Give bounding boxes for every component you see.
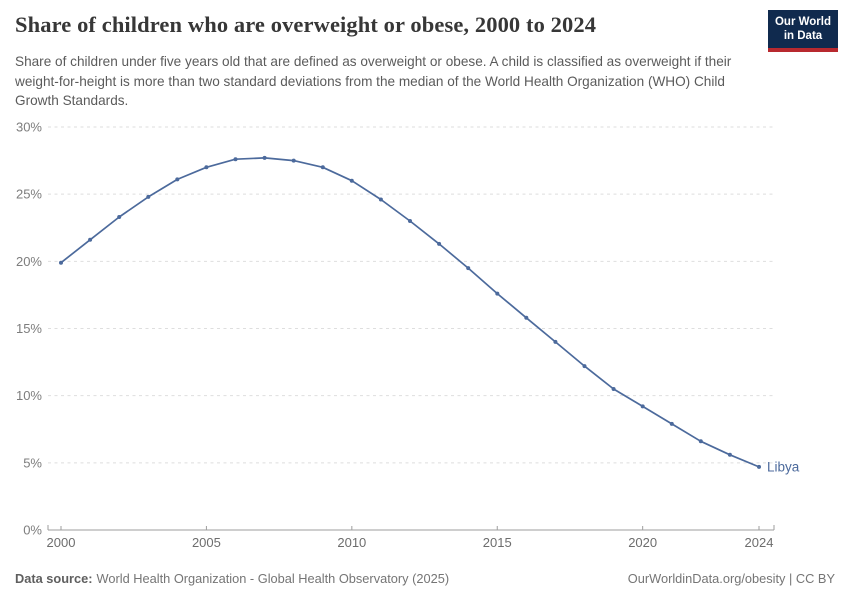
x-tick-label-2020: 2020 [628,535,657,550]
data-point-libya-2006[interactable] [233,157,238,162]
data-point-libya-2013[interactable] [437,241,442,246]
y-tick-label-25: 25% [16,187,42,202]
owid-logo-line2: in Data [783,30,823,43]
data-point-libya-2020[interactable] [640,404,645,409]
data-point-libya-2014[interactable] [466,266,471,271]
data-point-libya-2010[interactable] [349,178,354,183]
y-tick-label-20: 20% [16,254,42,269]
rights-link-text[interactable]: OurWorldinData.org/obesity | CC BY [627,571,835,586]
data-point-libya-2008[interactable] [291,158,296,163]
data-point-libya-2012[interactable] [408,219,412,223]
data-point-libya-2021[interactable] [669,421,674,426]
data-point-libya-2018[interactable] [582,364,587,369]
rights-link[interactable]: OurWorldinData.org/obesity | CC BY [628,571,835,586]
x-tick-label-2010: 2010 [337,535,366,550]
data-source: Data source: World Health Organization - … [15,571,449,586]
data-point-libya-2016[interactable] [524,315,529,320]
data-point-libya-2009[interactable] [320,165,325,170]
data-point-libya-2003[interactable] [146,194,151,199]
y-tick-label-30: 30% [16,120,42,135]
series-label-libya: Libya [767,459,800,474]
data-point-libya-2002[interactable] [117,215,122,219]
x-tick-label-2015: 2015 [483,535,512,550]
data-point-libya-2023[interactable] [727,452,732,457]
data-source-text: World Health Organization - Global Healt… [96,571,450,586]
y-tick-label-15: 15% [16,321,42,336]
x-tick-label-2005: 2005 [192,535,221,550]
data-point-libya-2011[interactable] [378,197,383,202]
data-point-libya-2019[interactable] [611,387,616,391]
chart-subtitle: Share of children under five years old t… [15,54,732,109]
y-tick-label-0: 0% [23,523,42,538]
data-point-libya-2015[interactable] [495,291,500,296]
owid-logo[interactable]: Our World in Data [768,10,838,52]
page-title: Share of children who are overweight or … [15,12,597,37]
data-source-label: Data source: [15,571,93,586]
data-point-libya-2017[interactable] [553,339,558,344]
chart-footer: Data source: World Health Organization - … [15,571,835,586]
x-tick-label-2024: 2024 [745,535,774,550]
data-point-libya-2000[interactable] [59,260,63,265]
chart-svg: 0% 5% 10% 15% 20% 25% 30% 2000 2005 2010 2015 2020 2… [16,120,800,550]
y-tick-label-10: 10% [16,388,42,403]
data-point-libya-2004[interactable] [175,177,180,182]
chart-area: 0% 5% 10% 15% 20% 25% 30% 2000 2005 2010 2015 2020 2… [0,110,850,570]
data-point-libya-2005[interactable] [204,165,209,170]
data-point-libya-2024[interactable] [757,464,761,469]
x-tick-label-2000: 2000 [47,535,76,550]
data-point-libya-2022[interactable] [698,439,703,444]
data-point-libya-2007[interactable] [262,155,267,160]
owid-logo-line1: Our World [774,16,831,28]
data-point-libya-2001[interactable] [88,237,93,242]
y-tick-label-5: 5% [23,455,42,470]
series-line-libya [60,157,760,468]
